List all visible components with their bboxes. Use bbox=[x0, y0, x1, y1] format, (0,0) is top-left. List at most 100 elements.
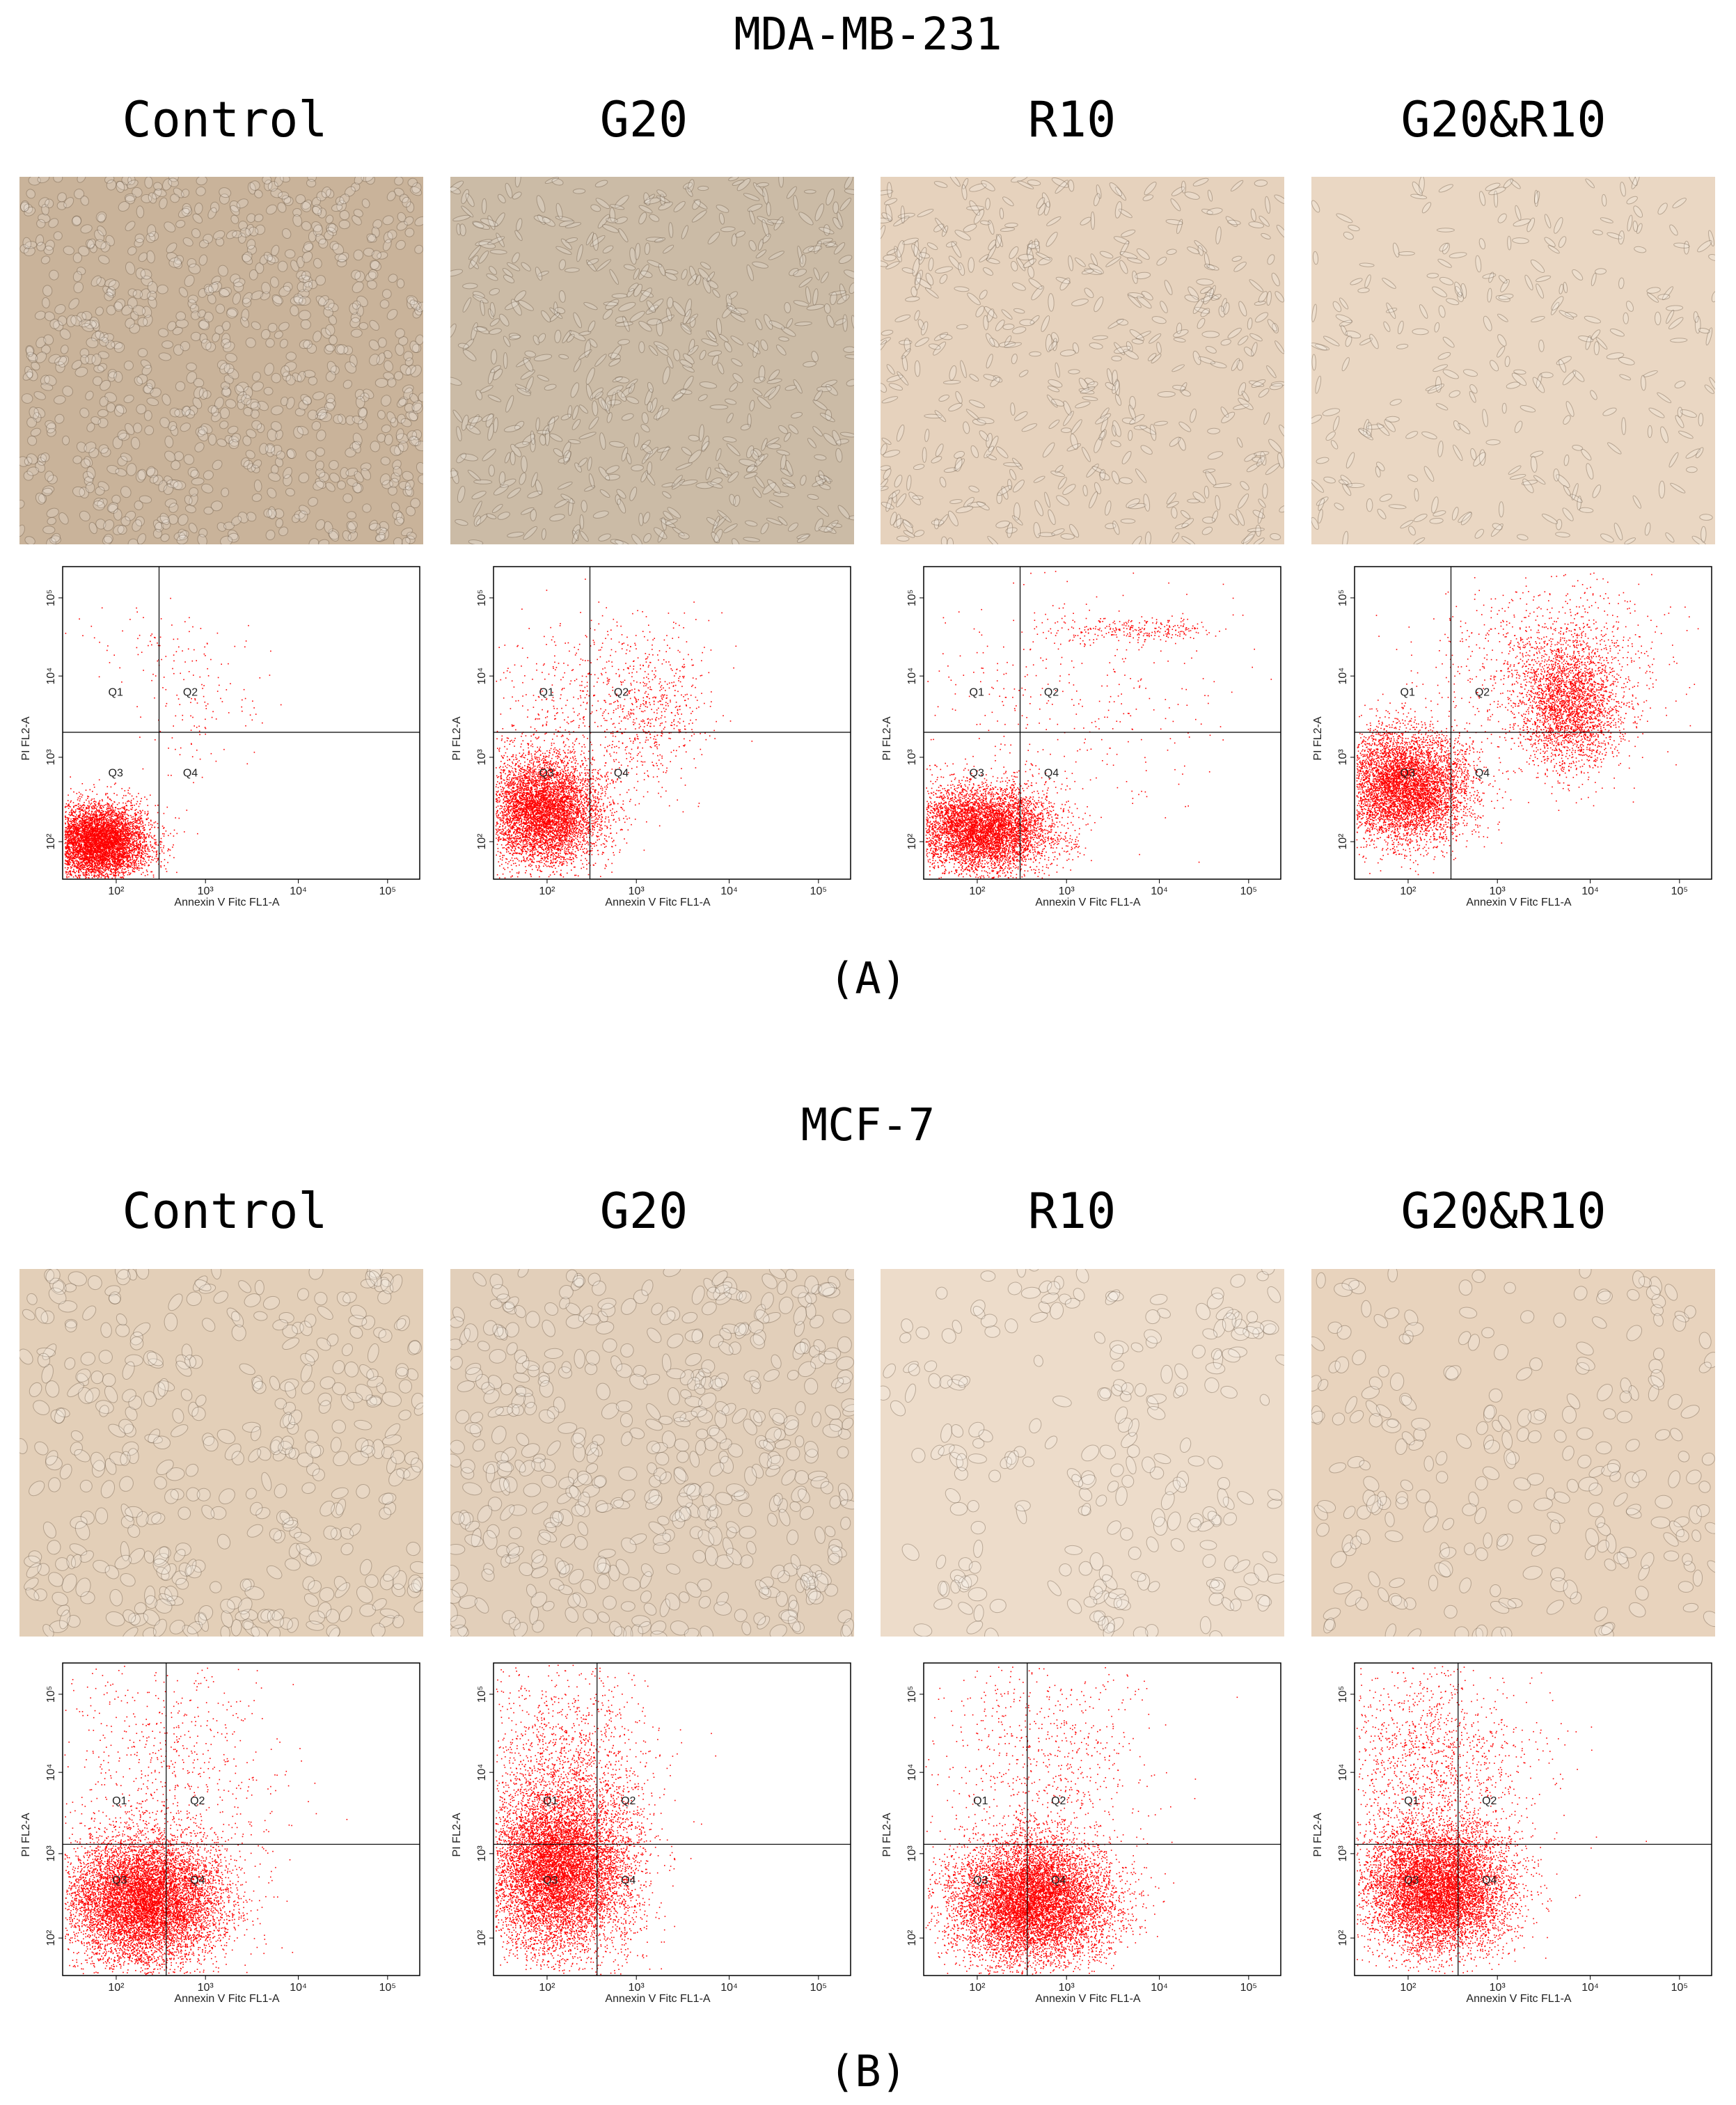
y-tick-label: 10⁵ bbox=[906, 590, 918, 606]
column-label-mcf-g20r10: G20&R10 bbox=[1295, 1187, 1712, 1236]
flow-plot-mcf-r10: Q1 Q2 Q3 Q4 10² 10³ 10⁴ 10⁵ 10² 10³ 10⁴ 10⁵ Annexin … bbox=[881, 1659, 1284, 2003]
quadrant-label-q4: Q4 bbox=[614, 767, 629, 779]
quadrant-label-q1: Q1 bbox=[973, 1795, 988, 1807]
y-tick-label: 10² bbox=[1337, 1930, 1349, 1946]
section-title-mda: MDA-MB-231 bbox=[0, 13, 1736, 57]
y-tick-label: 10⁵ bbox=[476, 1686, 488, 1703]
x-tick-label: 10⁴ bbox=[1581, 1982, 1599, 1994]
y-tick-label: 10⁵ bbox=[45, 1686, 57, 1703]
x-tick-label: 10² bbox=[969, 1982, 986, 1994]
y-axis-label: PI FL2-A bbox=[451, 1813, 463, 1856]
x-tick-label: 10⁵ bbox=[379, 885, 396, 897]
x-tick-label: 10⁴ bbox=[290, 1982, 307, 1994]
section-title-mcf: MCF-7 bbox=[0, 1103, 1736, 1148]
y-axis-label: PI FL2-A bbox=[451, 716, 463, 760]
quadrant-label-q1: Q1 bbox=[1400, 687, 1415, 699]
y-tick-label: 10⁵ bbox=[1337, 1686, 1349, 1703]
flow-plot-mda-r10: Q1 Q2 Q3 Q4 10² 10³ 10⁴ 10⁵ 10² 10³ 10⁴ 10⁵ Annexin … bbox=[881, 562, 1284, 907]
y-tick-label: 10⁵ bbox=[1337, 590, 1349, 606]
quadrant-label-q1: Q1 bbox=[109, 687, 123, 699]
x-tick-label: 10⁵ bbox=[1240, 1982, 1257, 1994]
quadrant-label-q1: Q1 bbox=[112, 1795, 127, 1807]
micrograph-mda-r10 bbox=[881, 177, 1284, 544]
flow-plot-mcf-control: Q1 Q2 Q3 Q4 10² 10³ 10⁴ 10⁵ 10² 10³ 10⁴ 10⁵ Annexin … bbox=[19, 1659, 423, 2003]
x-axis-label: Annexin V Fitc FL1-A bbox=[174, 1993, 280, 2005]
x-axis-label: Annexin V Fitc FL1-A bbox=[1035, 897, 1141, 908]
x-axis-label: Annexin V Fitc FL1-A bbox=[1466, 1993, 1572, 2005]
x-tick-label: 10³ bbox=[198, 885, 214, 897]
micrograph-mcf-control bbox=[19, 1269, 423, 1637]
y-tick-label: 10³ bbox=[45, 1845, 57, 1862]
y-tick-label: 10⁵ bbox=[476, 590, 488, 606]
quadrant-label-q4: Q4 bbox=[1051, 1875, 1066, 1886]
panel-label-a: (A) bbox=[0, 957, 1736, 1000]
y-tick-label: 10⁴ bbox=[45, 1764, 57, 1781]
y-tick-label: 10⁴ bbox=[476, 1764, 488, 1781]
quadrant-label-q3: Q3 bbox=[1404, 1875, 1419, 1886]
y-tick-label: 10³ bbox=[1337, 1845, 1349, 1862]
x-axis-label: Annexin V Fitc FL1-A bbox=[605, 1993, 711, 2005]
x-tick-label: 10³ bbox=[1059, 1982, 1075, 1994]
y-tick-label: 10⁵ bbox=[45, 590, 57, 606]
y-tick-label: 10⁴ bbox=[1337, 1764, 1349, 1781]
x-tick-label: 10³ bbox=[1490, 885, 1506, 897]
y-axis-label: PI FL2-A bbox=[1312, 716, 1324, 760]
micrograph-mcf-g20-texture bbox=[450, 1269, 854, 1637]
x-tick-label: 10⁵ bbox=[1240, 885, 1257, 897]
y-axis-label: PI FL2-A bbox=[20, 1813, 32, 1856]
quadrant-label-q4: Q4 bbox=[1044, 767, 1059, 779]
quadrant-label-q4: Q4 bbox=[190, 1875, 205, 1886]
y-tick-label: 10³ bbox=[906, 749, 918, 766]
x-tick-label: 10³ bbox=[1059, 885, 1075, 897]
micrograph-mcf-r10 bbox=[881, 1269, 1284, 1637]
micrograph-mda-g20r10-texture bbox=[1311, 177, 1715, 544]
panel-label-b: (B) bbox=[0, 2050, 1736, 2093]
x-tick-label: 10³ bbox=[198, 1982, 214, 1994]
micrograph-mda-control bbox=[19, 177, 423, 544]
y-tick-label: 10³ bbox=[476, 749, 488, 766]
x-tick-label: 10⁴ bbox=[1151, 1982, 1168, 1994]
quadrant-label-q1: Q1 bbox=[543, 1795, 558, 1807]
y-tick-label: 10⁴ bbox=[906, 1764, 918, 1781]
y-tick-label: 10⁵ bbox=[906, 1686, 918, 1703]
micrograph-mcf-r10-texture bbox=[881, 1269, 1284, 1637]
quadrant-label-q4: Q4 bbox=[1482, 1875, 1497, 1886]
x-tick-label: 10² bbox=[1400, 885, 1417, 897]
micrograph-mda-g20 bbox=[450, 177, 854, 544]
quadrant-label-q2: Q2 bbox=[1044, 687, 1059, 699]
y-tick-label: 10² bbox=[476, 1930, 488, 1946]
micrograph-mcf-g20r10 bbox=[1311, 1269, 1715, 1637]
flow-plot-mda-control: Q1 Q2 Q3 Q4 10² 10³ 10⁴ 10⁵ 10² 10³ 10⁴ 10⁵ Annexin … bbox=[19, 562, 423, 907]
x-tick-label: 10⁴ bbox=[720, 1982, 738, 1994]
y-tick-label: 10² bbox=[45, 1930, 57, 1946]
micrograph-mda-g20r10 bbox=[1311, 177, 1715, 544]
y-tick-label: 10⁴ bbox=[45, 668, 57, 685]
y-tick-label: 10² bbox=[1337, 833, 1349, 850]
y-tick-label: 10³ bbox=[1337, 749, 1349, 766]
column-label-mda-control: Control bbox=[16, 95, 434, 144]
x-axis-label: Annexin V Fitc FL1-A bbox=[1035, 1993, 1141, 2005]
x-tick-label: 10⁵ bbox=[1671, 1982, 1688, 1994]
micrograph-mcf-g20 bbox=[450, 1269, 854, 1637]
flow-plot-mcf-g20r10: Q1 Q2 Q3 Q4 10² 10³ 10⁴ 10⁵ 10² 10³ 10⁴ 10⁵ Annexin … bbox=[1311, 1659, 1715, 2003]
quadrant-label-q2: Q2 bbox=[190, 1795, 205, 1807]
quadrant-label-q2: Q2 bbox=[621, 1795, 636, 1807]
quadrant-label-q2: Q2 bbox=[1475, 687, 1490, 699]
y-tick-label: 10² bbox=[45, 833, 57, 850]
column-label-mda-g20: G20 bbox=[435, 95, 853, 144]
x-axis-label: Annexin V Fitc FL1-A bbox=[174, 897, 280, 908]
quadrant-label-q3: Q3 bbox=[539, 767, 554, 779]
quadrant-label-q2: Q2 bbox=[614, 687, 629, 699]
quadrant-label-q3: Q3 bbox=[970, 767, 984, 779]
y-tick-label: 10⁴ bbox=[476, 668, 488, 685]
column-label-mcf-control: Control bbox=[16, 1187, 434, 1236]
y-tick-label: 10⁴ bbox=[1337, 668, 1349, 685]
